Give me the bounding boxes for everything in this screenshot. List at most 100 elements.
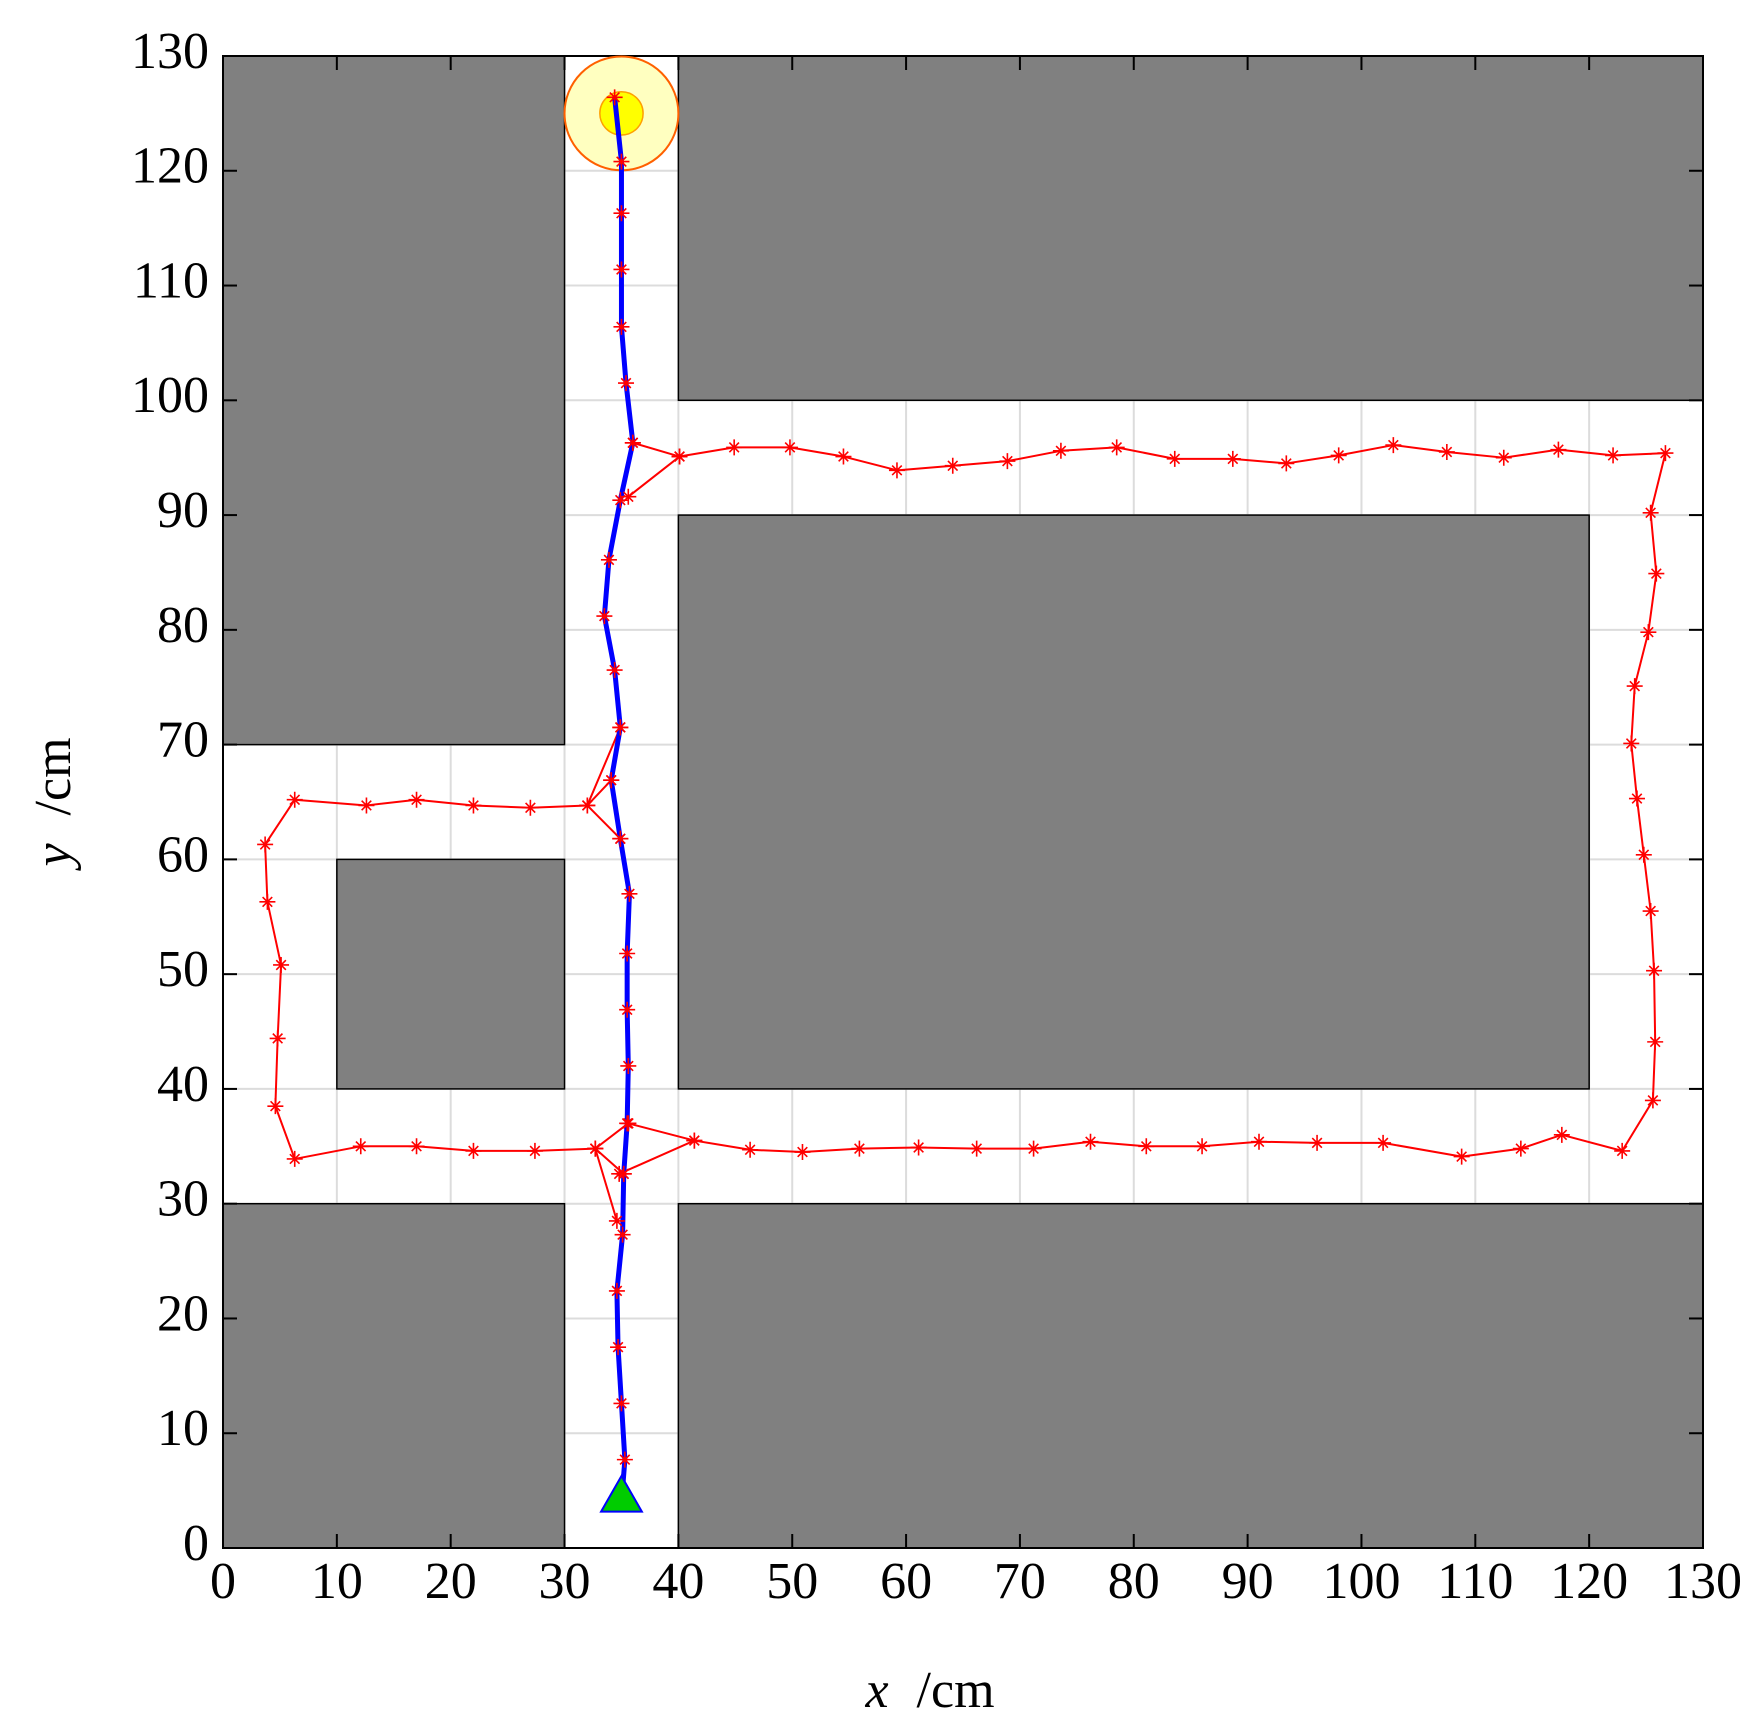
node-marker bbox=[944, 457, 961, 474]
x-tick-label: 130 bbox=[1664, 1553, 1742, 1610]
node-marker bbox=[526, 1142, 543, 1159]
node-marker bbox=[1330, 447, 1347, 464]
node-marker bbox=[257, 836, 274, 853]
goal-point bbox=[599, 91, 644, 136]
node-marker bbox=[596, 608, 613, 625]
node-marker bbox=[1194, 1138, 1211, 1155]
node-marker bbox=[851, 1140, 868, 1157]
node-marker bbox=[888, 462, 905, 479]
node-marker bbox=[522, 799, 539, 816]
x-tick-label: 60 bbox=[880, 1553, 932, 1610]
node-marker bbox=[613, 153, 630, 170]
y-tick-label: 130 bbox=[131, 23, 209, 80]
plot bbox=[222, 55, 1704, 1549]
node-marker bbox=[1224, 450, 1241, 467]
node-marker bbox=[579, 797, 596, 814]
node-marker bbox=[1166, 450, 1183, 467]
x-tick-label: 100 bbox=[1322, 1553, 1400, 1610]
node-marker bbox=[1614, 1142, 1631, 1159]
y-tick-label: 120 bbox=[131, 138, 209, 195]
y-tick-label: 10 bbox=[157, 1400, 209, 1457]
x-tick-label: 0 bbox=[210, 1553, 236, 1610]
y-axis-symbol: y bbox=[25, 843, 82, 872]
node-marker bbox=[794, 1144, 811, 1161]
node-marker bbox=[620, 488, 637, 505]
node-marker bbox=[1385, 437, 1402, 454]
x-tick-label: 110 bbox=[1437, 1553, 1513, 1610]
node-marker bbox=[408, 1138, 425, 1155]
node-marker bbox=[835, 448, 852, 465]
node-marker bbox=[1642, 903, 1659, 920]
node-marker bbox=[1647, 1033, 1664, 1050]
obstacle bbox=[222, 1202, 566, 1549]
node-marker bbox=[1644, 1092, 1661, 1109]
node-marker bbox=[1605, 447, 1622, 464]
x-axis-symbol: x bbox=[864, 1662, 888, 1719]
x-tick-label: 40 bbox=[652, 1553, 704, 1610]
node-marker bbox=[742, 1141, 759, 1158]
node-marker bbox=[613, 1395, 630, 1412]
x-tick-label: 90 bbox=[1222, 1553, 1274, 1610]
path-line bbox=[601, 97, 636, 1504]
node-marker bbox=[621, 885, 638, 902]
node-marker bbox=[1648, 565, 1665, 582]
node-marker bbox=[606, 89, 623, 106]
node-marker bbox=[999, 453, 1016, 470]
x-tick-label: 20 bbox=[425, 1553, 477, 1610]
node-marker bbox=[619, 1115, 636, 1132]
node-marker bbox=[614, 1226, 631, 1243]
node-marker bbox=[1512, 1140, 1529, 1157]
y-tick-label: 20 bbox=[157, 1285, 209, 1342]
node-marker bbox=[1138, 1138, 1155, 1155]
x-axis-unit: /cm bbox=[917, 1662, 995, 1719]
node-marker bbox=[606, 662, 623, 679]
node-marker bbox=[608, 1282, 625, 1299]
node-marker bbox=[1453, 1148, 1470, 1165]
node-marker bbox=[1553, 1126, 1570, 1143]
node-marker bbox=[1375, 1134, 1392, 1151]
start-marker bbox=[599, 1473, 644, 1513]
y-tick-label: 90 bbox=[157, 482, 209, 539]
node-marker bbox=[613, 261, 630, 278]
node-marker bbox=[619, 945, 636, 962]
node-marker bbox=[613, 318, 630, 335]
node-marker bbox=[1657, 445, 1674, 462]
node-marker bbox=[1628, 790, 1645, 807]
node-marker bbox=[358, 797, 375, 814]
y-axis-unit: /cm bbox=[25, 737, 82, 815]
node-marker bbox=[620, 1057, 637, 1074]
node-marker bbox=[286, 1150, 303, 1167]
node-marker bbox=[624, 434, 641, 451]
x-tick-label: 30 bbox=[539, 1553, 591, 1610]
y-tick-label: 80 bbox=[157, 597, 209, 654]
obstacle bbox=[677, 55, 1704, 402]
node-marker bbox=[613, 205, 630, 222]
x-tick-label: 120 bbox=[1550, 1553, 1628, 1610]
node-marker bbox=[269, 1030, 286, 1047]
node-marker bbox=[1025, 1140, 1042, 1157]
node-marker bbox=[671, 448, 688, 465]
y-tick-label: 30 bbox=[157, 1171, 209, 1228]
node-marker bbox=[686, 1132, 703, 1149]
node-marker bbox=[615, 1165, 632, 1182]
plot-frame bbox=[222, 55, 1704, 1549]
y-tick-label: 70 bbox=[157, 712, 209, 769]
node-marker bbox=[616, 1451, 633, 1468]
node-marker bbox=[910, 1139, 927, 1156]
x-tick-label: 50 bbox=[766, 1553, 818, 1610]
node-marker bbox=[408, 791, 425, 808]
y-tick-label: 100 bbox=[131, 367, 209, 424]
node-marker bbox=[465, 1142, 482, 1159]
node-marker bbox=[610, 1339, 627, 1356]
node-marker bbox=[1278, 455, 1295, 472]
node-marker bbox=[612, 830, 629, 847]
node-marker bbox=[259, 893, 276, 910]
obstacle bbox=[677, 1202, 1704, 1549]
x-tick-label: 10 bbox=[311, 1553, 363, 1610]
node-marker bbox=[352, 1138, 369, 1155]
node-marker bbox=[267, 1098, 284, 1115]
y-axis-label: y/cm bbox=[25, 737, 82, 871]
node-marker bbox=[1495, 449, 1512, 466]
y-tick-label: 50 bbox=[157, 941, 209, 998]
